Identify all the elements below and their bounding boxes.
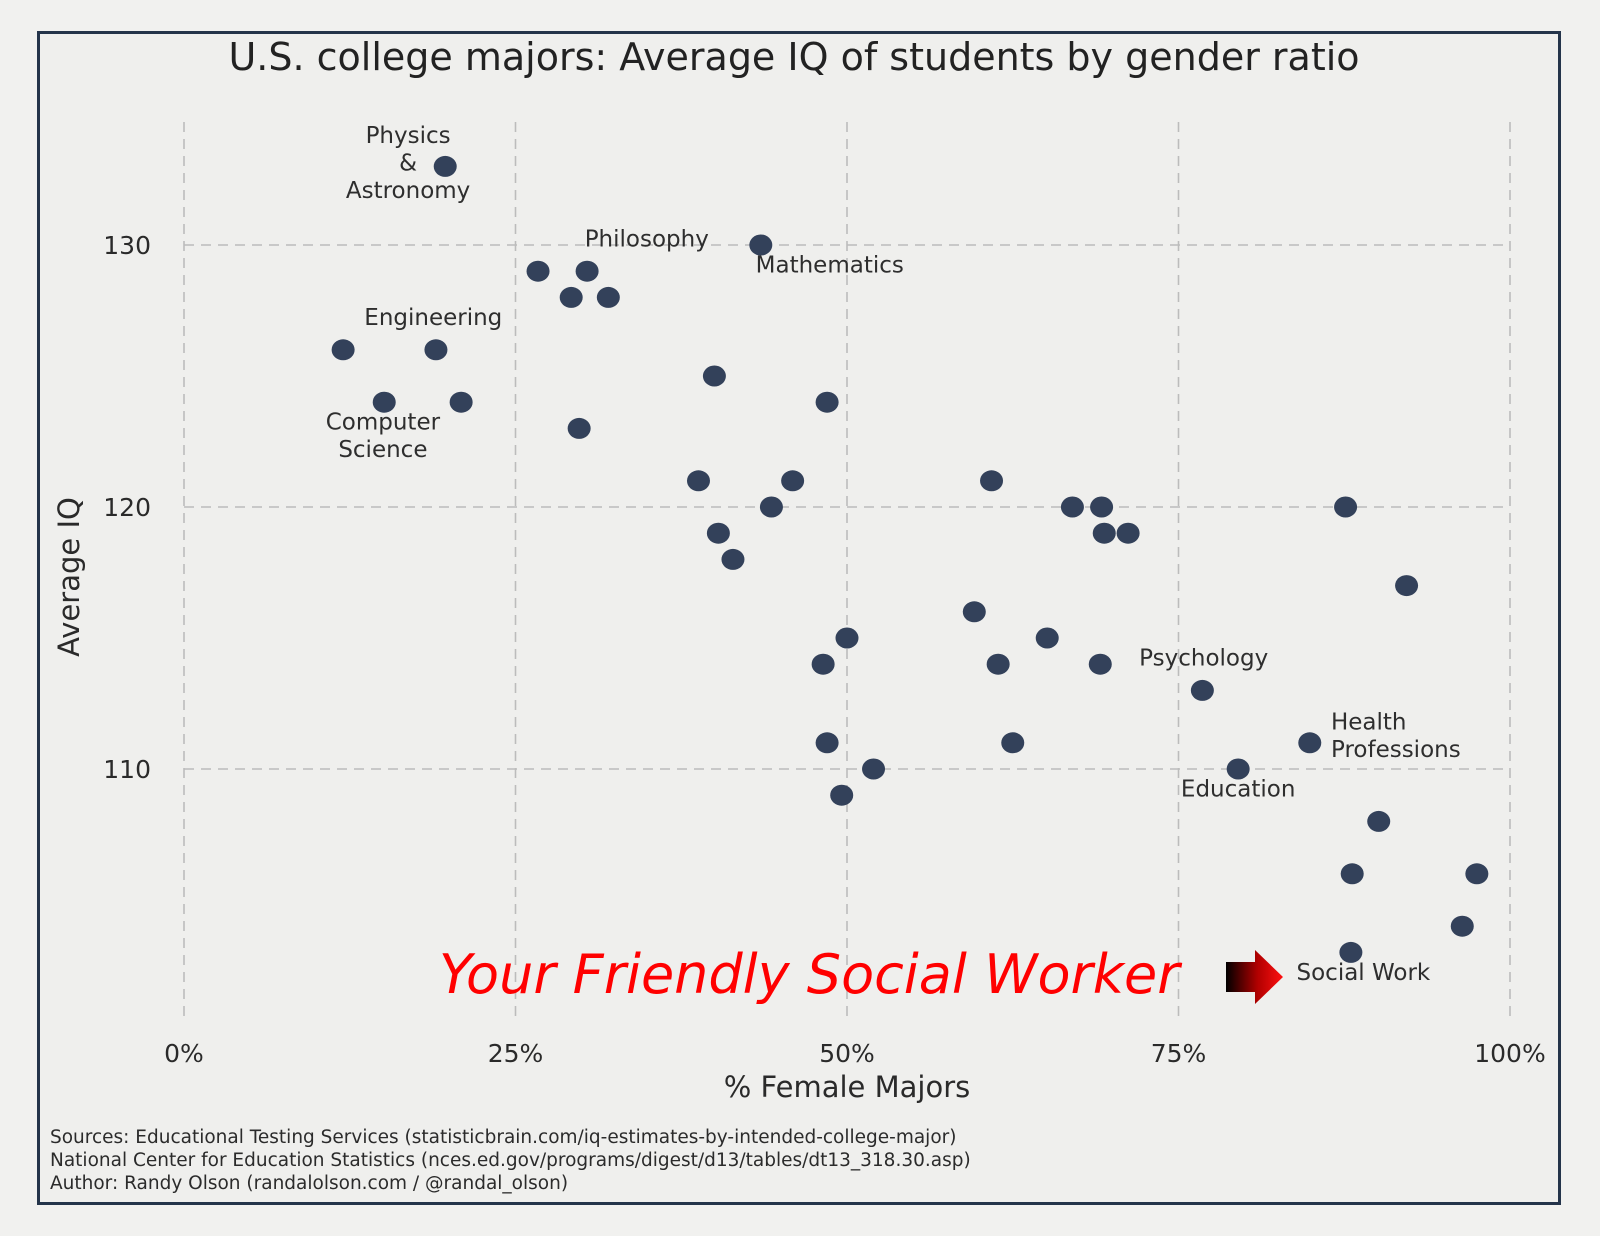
grid	[183, 122, 1511, 1018]
data-point	[1092, 522, 1116, 544]
data-point	[986, 653, 1010, 675]
annotation-label: Health	[1331, 710, 1407, 736]
annotation-label: Engineering	[364, 305, 502, 331]
y-axis-label: Average IQ	[52, 497, 86, 657]
data-point	[835, 627, 859, 649]
callout-text: Your Friendly Social Worker	[439, 943, 1182, 1006]
data-point	[1116, 522, 1140, 544]
source-line: Author: Randy Olson (randalolson.com / @…	[50, 1173, 569, 1194]
y-tick-label: 120	[103, 493, 151, 522]
annotation-label: Social Work	[1297, 960, 1431, 986]
annotation-label: Computer	[326, 410, 441, 436]
data-point	[1334, 496, 1358, 518]
data-point	[830, 784, 854, 806]
chart-frame	[37, 31, 1561, 1205]
data-point	[1035, 627, 1059, 649]
data-point	[567, 417, 591, 439]
annotation-label: &	[399, 150, 417, 176]
data-point	[815, 732, 839, 754]
data-point	[781, 470, 805, 492]
data-point	[815, 391, 839, 413]
x-tick-label: 0%	[164, 1039, 204, 1068]
data-point	[526, 260, 550, 282]
axis-ticks: 0% 25% 50% 75% 100% 110 120 130	[103, 231, 1545, 1068]
annotation-label: Professions	[1331, 737, 1461, 763]
data-point	[559, 286, 583, 308]
data-point	[372, 391, 396, 413]
data-point	[1340, 863, 1364, 885]
data-point	[759, 496, 783, 518]
sources-note: Sources: Educational Testing Services (s…	[50, 1126, 971, 1195]
x-tick-label: 75%	[1151, 1039, 1207, 1068]
data-point	[702, 365, 726, 387]
y-tick-label: 110	[103, 755, 151, 784]
chart-title: U.S. college majors: Average IQ of stude…	[228, 35, 1359, 79]
data-point	[1298, 732, 1322, 754]
x-tick-label: 25%	[488, 1039, 544, 1068]
annotation-label: Mathematics	[756, 253, 904, 279]
data-point	[811, 653, 835, 675]
data-point	[1060, 496, 1084, 518]
annotation-label: Astronomy	[346, 178, 470, 204]
data-point	[1226, 758, 1250, 780]
right-arrow-icon	[1226, 950, 1283, 1004]
data-point	[596, 286, 620, 308]
annotation-label: Psychology	[1139, 646, 1268, 672]
data-point	[721, 548, 745, 570]
data-point	[424, 339, 448, 361]
data-point	[749, 234, 773, 256]
annotation-label: Physics	[366, 123, 451, 149]
data-point	[1190, 679, 1214, 701]
data-point	[1090, 496, 1114, 518]
data-point	[433, 155, 457, 177]
data-point	[1088, 653, 1112, 675]
data-point	[1367, 810, 1391, 832]
data-point	[1395, 575, 1419, 597]
data-point	[706, 522, 730, 544]
annotation-label: Education	[1181, 777, 1296, 803]
data-point	[449, 391, 473, 413]
annotation-label: Science	[338, 437, 427, 463]
data-point	[1001, 732, 1025, 754]
data-point	[1450, 915, 1474, 937]
source-line: National Center for Education Statistics…	[50, 1150, 971, 1171]
annotation-label: Philosophy	[585, 226, 709, 252]
data-point	[980, 470, 1004, 492]
data-point	[862, 758, 886, 780]
data-point	[575, 260, 599, 282]
x-axis-label: % Female Majors	[724, 1070, 970, 1104]
source-line: Sources: Educational Testing Services (s…	[50, 1127, 957, 1148]
data-point	[1339, 941, 1363, 963]
y-tick-label: 130	[103, 231, 151, 260]
data-point	[331, 339, 355, 361]
data-point	[686, 470, 710, 492]
annotations: Physics&Astronomy Philosophy Mathematics En…	[326, 123, 1461, 986]
data-point	[962, 601, 986, 623]
data-point	[1465, 863, 1489, 885]
data-points	[331, 155, 1489, 963]
x-tick-label: 50%	[819, 1039, 875, 1068]
x-tick-label: 100%	[1474, 1039, 1545, 1068]
